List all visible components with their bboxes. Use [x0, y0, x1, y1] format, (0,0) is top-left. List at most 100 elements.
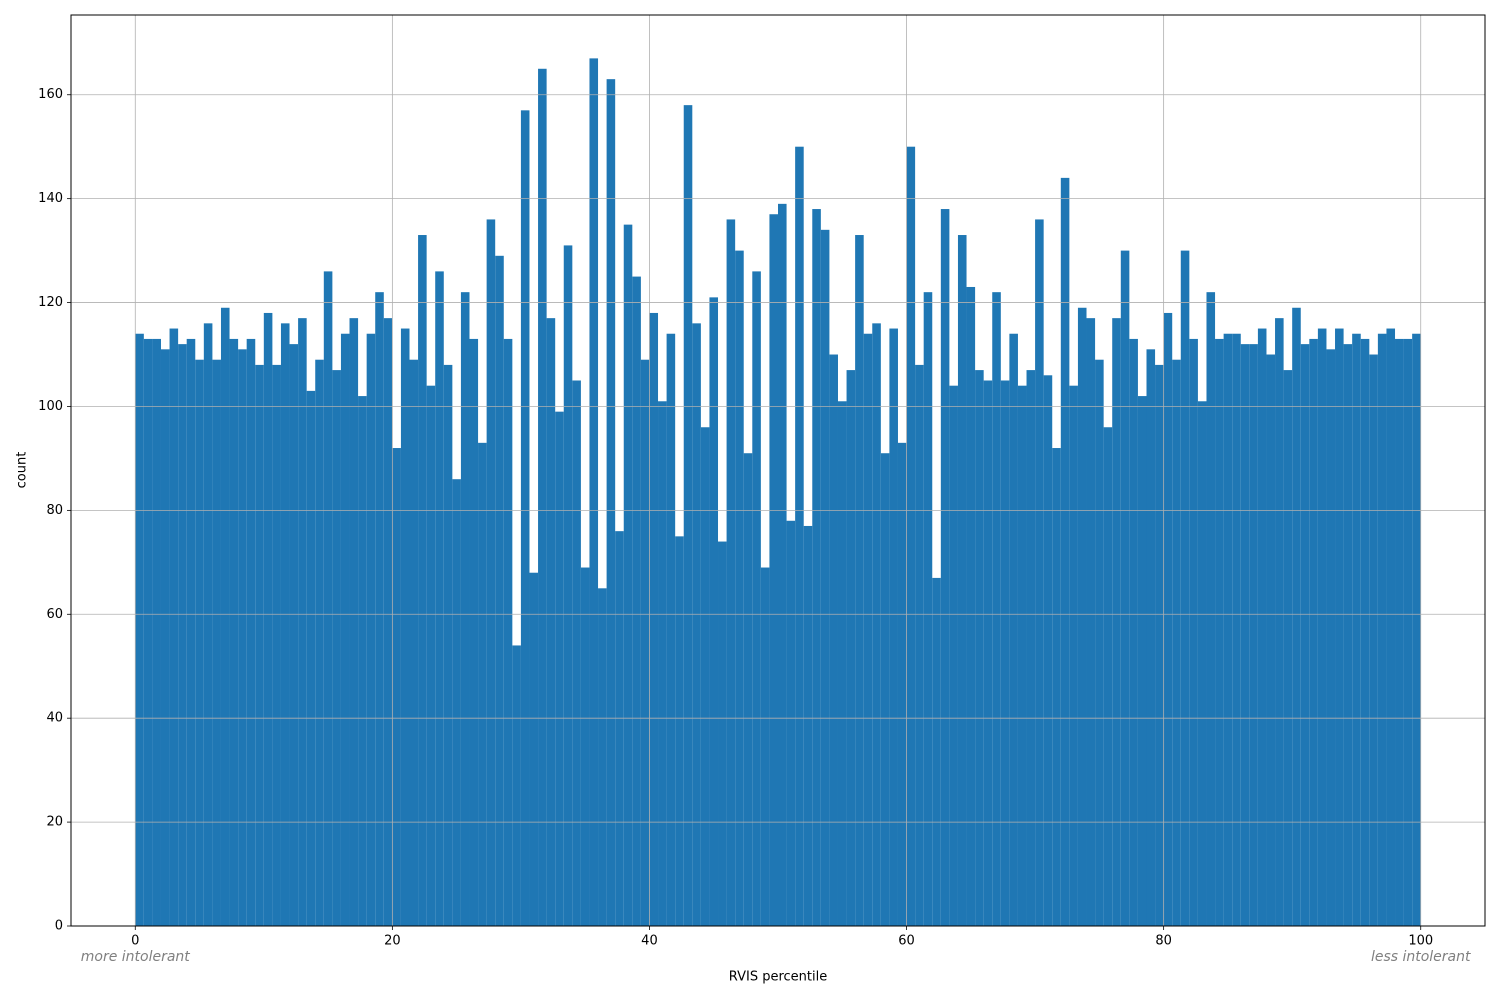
bar [503, 338, 513, 926]
bar [1086, 318, 1096, 927]
bar [152, 338, 161, 926]
bar [709, 297, 719, 926]
bar [246, 338, 256, 926]
bar [238, 349, 247, 926]
bar [1300, 344, 1310, 926]
bar [263, 312, 273, 927]
bar [178, 344, 187, 926]
bar [580, 567, 590, 926]
y-tick-label: 120 [38, 295, 63, 310]
bar [1317, 328, 1327, 926]
bar [1343, 344, 1353, 926]
bar [932, 577, 941, 926]
bar [315, 359, 324, 926]
bar [563, 245, 573, 926]
bar [1112, 318, 1121, 927]
bar [1257, 328, 1267, 926]
bar [555, 411, 564, 926]
bar [957, 235, 967, 926]
bar [1360, 338, 1370, 926]
bar [649, 312, 659, 927]
bar [837, 401, 847, 926]
plot-frame [70, 14, 1486, 927]
bar [743, 453, 753, 926]
bar [1052, 448, 1061, 926]
bar [572, 380, 581, 926]
bar [1377, 333, 1387, 926]
bar [1069, 385, 1078, 926]
y-tick-label: 80 [46, 503, 63, 518]
bar [460, 292, 470, 926]
y-tick-label: 100 [38, 399, 63, 414]
bar [1103, 427, 1113, 926]
bar [358, 396, 367, 926]
bar [735, 250, 744, 927]
bar [1335, 328, 1344, 926]
bar [186, 338, 196, 926]
bar [195, 359, 204, 926]
bar [332, 370, 341, 927]
bar [160, 349, 170, 926]
bar [469, 338, 479, 926]
bar [1043, 375, 1053, 927]
bar [752, 271, 761, 926]
x-tick-label: 60 [898, 934, 915, 949]
bar [298, 318, 307, 927]
bar [400, 328, 410, 926]
bar [863, 333, 873, 926]
x-axis-label: RVIS percentile [729, 970, 827, 985]
bar [255, 364, 264, 927]
bar [692, 323, 701, 926]
bar [1249, 344, 1258, 926]
bar [769, 214, 778, 926]
bar [615, 531, 624, 926]
y-axis-label: count [15, 452, 30, 489]
bar [906, 146, 916, 926]
bar [1095, 359, 1104, 926]
bar [546, 318, 556, 927]
bar [949, 385, 958, 926]
bar [1369, 354, 1378, 926]
bar [589, 58, 599, 926]
bar [1146, 349, 1156, 926]
bar [289, 344, 299, 926]
x-tick-label: 100 [1408, 934, 1433, 949]
x-tick-label: 80 [1155, 934, 1172, 949]
bar [486, 219, 496, 927]
bar [1266, 354, 1276, 926]
bar [1403, 338, 1413, 926]
bar [1120, 250, 1130, 927]
bar [220, 307, 230, 927]
bar [889, 328, 898, 926]
x-tick-label: 0 [131, 934, 139, 949]
bar [169, 328, 179, 926]
annotation: more intolerant [81, 949, 191, 965]
annotation: less intolerant [1371, 949, 1471, 965]
bar [418, 235, 427, 926]
bar [323, 271, 333, 926]
bar [803, 525, 813, 926]
bar [366, 333, 376, 926]
bar [1326, 349, 1336, 926]
bar [623, 224, 633, 927]
bar [1412, 333, 1421, 926]
bar [1309, 338, 1318, 926]
bar [666, 333, 676, 926]
bar [340, 333, 350, 926]
y-tick-label: 140 [38, 191, 63, 206]
bar [529, 572, 539, 926]
bar [632, 276, 641, 926]
bar [495, 255, 504, 927]
bar [1137, 396, 1147, 926]
bar [1197, 401, 1207, 926]
bar [778, 203, 787, 926]
bar [1060, 177, 1070, 926]
bar [135, 333, 144, 926]
bar [1232, 333, 1241, 926]
bar [1180, 250, 1190, 927]
x-tick-label: 40 [641, 934, 658, 949]
bar [683, 105, 693, 927]
bar [272, 364, 281, 927]
bar [786, 520, 796, 926]
bar [1283, 370, 1293, 927]
